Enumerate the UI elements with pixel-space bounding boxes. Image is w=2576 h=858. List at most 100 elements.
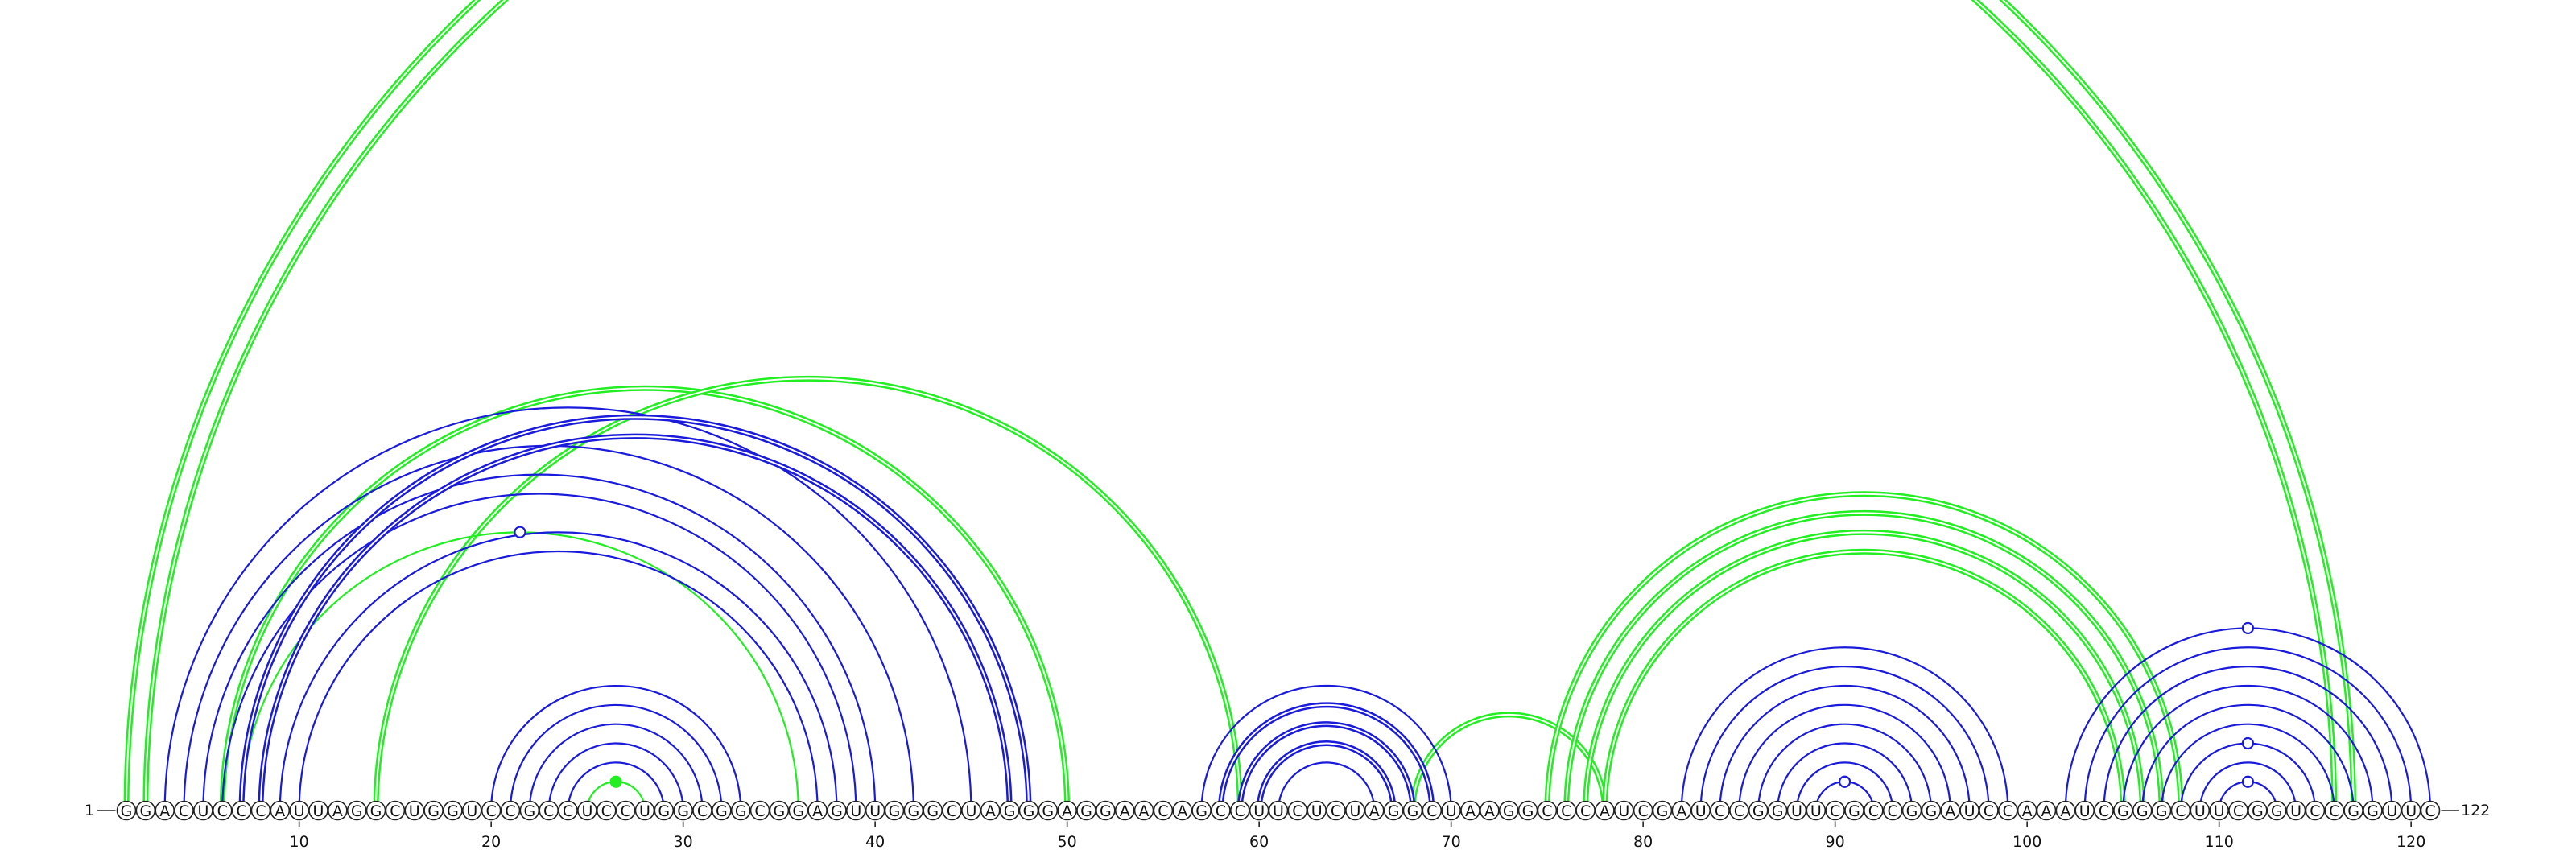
- pair-arc-1-117: [123, 0, 2357, 811]
- nucleotide-circle: [1729, 800, 1749, 821]
- nucleotide-circle: [174, 800, 194, 821]
- nucleotide-circle: [1710, 800, 1730, 821]
- pair-arc-2-116: [142, 0, 2338, 811]
- nucleotide-letter: C: [697, 802, 708, 820]
- nucleotide: U: [1614, 800, 1634, 821]
- nucleotide-letter: U: [466, 802, 477, 820]
- nucleotide: C: [1575, 800, 1596, 821]
- nucleotide: C: [1230, 800, 1250, 821]
- pair-arc-82-99: [1680, 646, 2009, 811]
- pair-arc-109-114: [2198, 761, 2297, 811]
- nucleotide-letter: G: [2367, 802, 2379, 820]
- nucleotide: U: [2074, 800, 2095, 821]
- nucleotide-circle: [2324, 800, 2345, 821]
- nucleotide-letter: G: [889, 802, 901, 820]
- nucleotide-circle: [500, 800, 521, 821]
- nucleotide: G: [730, 800, 751, 821]
- nucleotide-circle: [2094, 800, 2114, 821]
- nucleotide-letter: U: [313, 802, 324, 820]
- nucleotide-circle: [884, 800, 905, 821]
- nucleotide: U: [461, 800, 482, 821]
- nucleotide-circle: [1096, 800, 1116, 821]
- nucleotide-circle: [712, 800, 732, 821]
- nucleotide: G: [884, 800, 905, 821]
- nucleotide: A: [2017, 800, 2037, 821]
- nucleotide-circle: [2209, 800, 2229, 821]
- nucleotide-letter: G: [139, 802, 151, 820]
- nucleotide-letter: G: [370, 802, 382, 820]
- nucleotide-circle: [1575, 800, 1596, 821]
- nucleotide-circle: [2248, 800, 2268, 821]
- nucleotide-letter: C: [236, 802, 246, 820]
- pair-arc-105-118: [2122, 684, 2374, 811]
- nucleotide: G: [923, 800, 943, 821]
- nucleotide: A: [1480, 800, 1500, 821]
- nucleotide: U: [2382, 800, 2402, 821]
- nucleotide-letter: C: [1888, 802, 1898, 820]
- nucleotide: U: [308, 800, 328, 821]
- nucleotide: U: [193, 800, 213, 821]
- nucleotide-circle: [2036, 800, 2057, 821]
- nucleotide-letter: C: [1158, 802, 1168, 820]
- pair-arc-3-45: [163, 406, 972, 811]
- tick-label: 60: [1249, 833, 1269, 851]
- nucleotide-letter: U: [1253, 802, 1265, 820]
- nucleotide: U: [1307, 800, 1327, 821]
- nucleotide: G: [903, 800, 924, 821]
- nucleotide: A: [328, 800, 348, 821]
- nucleotide-letter: G: [735, 802, 747, 820]
- nucleotide-letter: G: [831, 802, 843, 820]
- nucleotide: G: [1018, 800, 1039, 821]
- nucleotide-letter: U: [639, 802, 650, 820]
- nucleotide: A: [807, 800, 828, 821]
- nucleotide-circle: [1460, 800, 1480, 821]
- nucleotide-letter: C: [1638, 802, 1649, 820]
- pair-arc-14-59: [373, 375, 1243, 811]
- nucleotide: U: [1690, 800, 1711, 821]
- nucleotide-letter: G: [1407, 802, 1419, 820]
- nucleotide-letter: G: [677, 802, 689, 820]
- nucleotide: U: [865, 800, 886, 821]
- nucleotide-letter: C: [601, 802, 612, 820]
- pair-marker-25-28: [609, 775, 622, 788]
- nucleotide-circle: [2170, 800, 2191, 821]
- nucleotide-letter: C: [1984, 802, 1994, 820]
- nucleotide-letter: C: [563, 802, 573, 820]
- nucleotide-letter: G: [1657, 802, 1669, 820]
- nucleotide: C: [2094, 800, 2114, 821]
- pair-arc-7-36: [241, 531, 799, 811]
- nucleotide-letter: G: [2347, 802, 2359, 820]
- nucleotide-circle: [923, 800, 943, 821]
- nucleotide: A: [1133, 800, 1154, 821]
- nucleotide-circle: [135, 800, 156, 821]
- pair-arc-61-66: [1277, 761, 1376, 811]
- nucleotide: A: [270, 800, 291, 821]
- nucleotide-letter: G: [774, 802, 786, 820]
- nucleotide: C: [1211, 800, 1231, 821]
- nucleotide: G: [365, 800, 386, 821]
- nucleotide-circle: [1038, 800, 1059, 821]
- nucleotide-circle: [1402, 800, 1423, 821]
- nucleotide-letter: U: [2386, 802, 2397, 820]
- nucleotide-circle: [827, 800, 847, 821]
- nucleotide: C: [1633, 800, 1653, 821]
- nucleotide: G: [2248, 800, 2268, 821]
- pair-arc-core-60-67: [1258, 742, 1395, 811]
- nucleotide-circle: [942, 800, 962, 821]
- pair-arc-78-105: [1601, 548, 2126, 811]
- nucleotide-circle: [155, 800, 175, 821]
- nucleotide-circle: [365, 800, 386, 821]
- nucleotide-circle: [961, 800, 981, 821]
- nucleotide: A: [2055, 800, 2076, 821]
- nucleotide: C: [1153, 800, 1174, 821]
- nucleotide: G: [1096, 800, 1116, 821]
- nucleotide-letter: U: [2405, 802, 2417, 820]
- nucleotide-letter: U: [1311, 802, 1323, 820]
- nucleotide: C: [1864, 800, 1884, 821]
- nucleotide-circle: [1287, 800, 1308, 821]
- pair-arc-104-119: [2103, 666, 2393, 811]
- nucleotide: G: [1921, 800, 1942, 821]
- nucleotide-circle: [577, 800, 597, 821]
- tick-label: 40: [865, 833, 885, 851]
